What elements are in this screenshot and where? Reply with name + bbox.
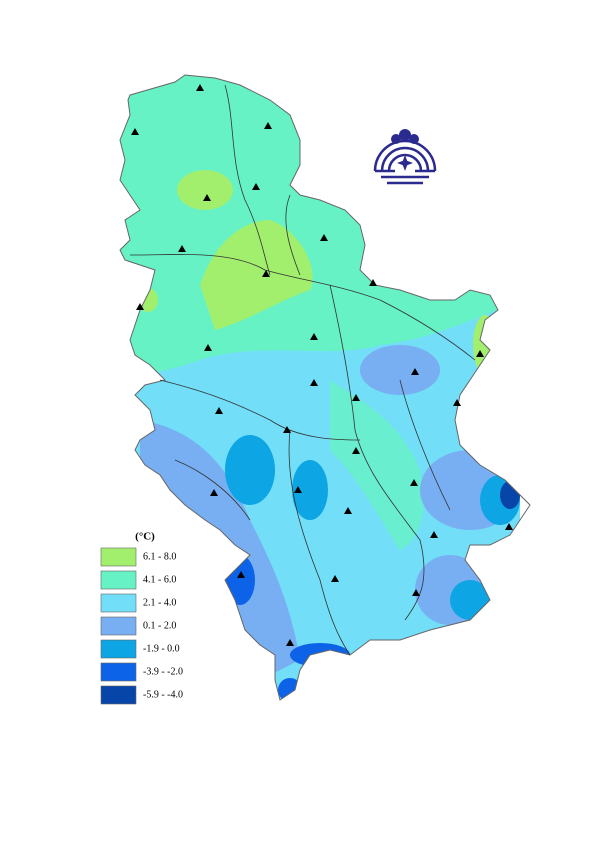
legend-label: 4.1 - 6.0 [143, 574, 176, 585]
station-marker [131, 128, 139, 135]
station-marker [136, 303, 144, 310]
station-marker [283, 426, 291, 433]
legend-swatch [100, 662, 137, 682]
legend-title: (°C) [135, 531, 155, 543]
station-marker [369, 279, 377, 286]
station-marker [411, 368, 419, 375]
station-marker [237, 571, 245, 578]
legend-swatch [100, 593, 137, 613]
station-marker [331, 575, 339, 582]
legend-label: -3.9 - -2.0 [143, 666, 183, 677]
legend-label: 0.1 - 2.0 [143, 620, 176, 631]
station-marker [310, 379, 318, 386]
station-marker [286, 639, 294, 646]
legend-swatch [100, 685, 137, 705]
legend: 6.1 - 8.0 4.1 - 6.0 2.1 - 4.0 0.1 - 2.0 -1.9… [100, 547, 183, 705]
station-marker [352, 447, 360, 454]
station-marker [476, 350, 484, 357]
rivers [129, 84, 476, 656]
station-marker [352, 394, 360, 401]
station-marker [412, 589, 420, 596]
logo [373, 129, 437, 185]
legend-swatch [100, 639, 137, 659]
station-marker [196, 84, 204, 91]
station-marker [204, 344, 212, 351]
station-marker [344, 507, 352, 514]
legend-label: -5.9 - -4.0 [143, 689, 183, 700]
station-marker [294, 486, 302, 493]
station-marker [310, 333, 318, 340]
station-marker [262, 270, 270, 277]
station-marker [410, 479, 418, 486]
station-marker [320, 234, 328, 241]
station-marker [505, 523, 513, 530]
station-marker [203, 194, 211, 201]
station-marker [210, 489, 218, 496]
station-marker [252, 183, 260, 190]
legend-swatch [100, 570, 137, 590]
station-marker [453, 399, 461, 406]
station-marker [430, 531, 438, 538]
station-marker [215, 407, 223, 414]
legend-label: -1.9 - 0.0 [143, 643, 180, 654]
legend-swatch [100, 547, 137, 567]
stations [131, 84, 513, 646]
station-marker [178, 245, 186, 252]
legend-swatch [100, 616, 137, 636]
legend-label: 6.1 - 8.0 [143, 551, 176, 562]
station-marker [264, 122, 272, 129]
legend-label: 2.1 - 4.0 [143, 597, 176, 608]
